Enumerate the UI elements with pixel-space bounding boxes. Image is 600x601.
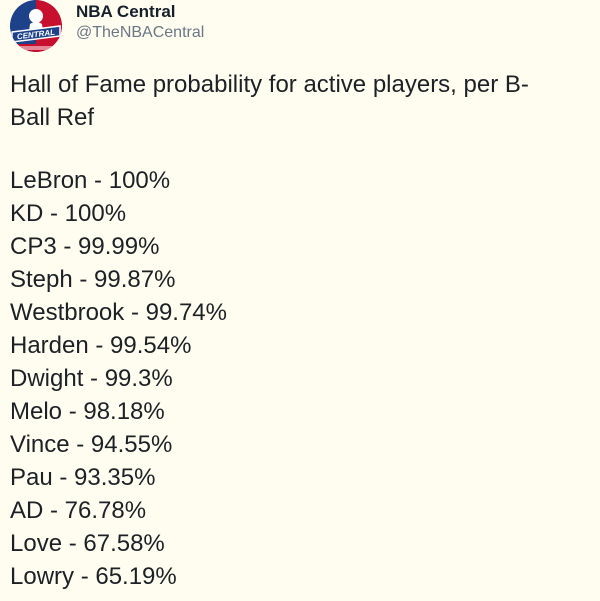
list-item: Pau - 93.35% xyxy=(10,464,156,491)
account-handle[interactable]: @TheNBACentral xyxy=(76,24,205,41)
list-item: AD - 76.78% xyxy=(10,497,147,524)
tweet-intro-line: Hall of Fame probability for active play… xyxy=(10,71,529,98)
display-name[interactable]: NBA Central xyxy=(76,2,176,21)
avatar[interactable]: CENTRAL xyxy=(10,0,62,52)
list-item: Westbrook - 99.74% xyxy=(10,299,227,326)
list-item: Vince - 94.55% xyxy=(10,431,173,458)
blank-line xyxy=(10,134,595,164)
tweet-text: Hall of Fame probability for active play… xyxy=(10,68,595,593)
list-item: Dwight - 99.3% xyxy=(10,365,173,392)
tweet-header: CENTRAL NBA Central @TheNBACentral xyxy=(10,0,204,52)
list-item: KD - 100% xyxy=(10,200,127,227)
list-item: CP3 - 99.99% xyxy=(10,233,160,260)
list-item: Love - 67.58% xyxy=(10,530,165,557)
list-item: Lowry - 65.19% xyxy=(10,563,177,590)
list-item: LeBron - 100% xyxy=(10,167,171,194)
list-item: Harden - 99.54% xyxy=(10,332,192,359)
list-item: Melo - 98.18% xyxy=(10,398,165,425)
probability-list: LeBron - 100% KD - 100% CP3 - 99.99% Ste… xyxy=(10,164,595,593)
list-item: Steph - 99.87% xyxy=(10,266,176,293)
tweet-intro-line: Ball Ref xyxy=(10,104,95,131)
account-names: NBA Central @TheNBACentral xyxy=(76,2,204,44)
nba-central-logo-icon: CENTRAL xyxy=(10,0,62,52)
